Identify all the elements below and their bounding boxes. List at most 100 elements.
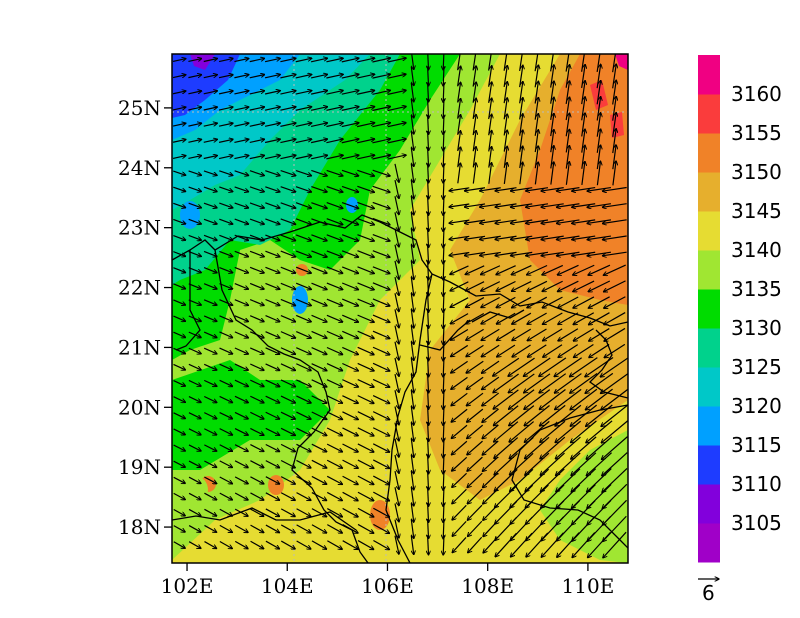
wind-vector <box>234 218 249 224</box>
wind-vector <box>450 265 469 275</box>
wind-vector <box>573 296 595 308</box>
wind-vector <box>494 484 518 507</box>
wind-vector <box>428 260 429 280</box>
wind-vector <box>357 217 374 225</box>
wind-vector <box>428 163 429 183</box>
wind-vector <box>543 328 563 341</box>
wind-vector <box>394 503 399 521</box>
wind-vector <box>173 476 186 483</box>
wind-vector <box>203 123 218 127</box>
wind-vector <box>280 107 296 111</box>
wind-vector <box>450 281 469 291</box>
wind-vector <box>203 107 218 111</box>
wind-vector <box>394 276 399 295</box>
wind-vector <box>341 185 359 192</box>
wind-vector <box>249 91 265 95</box>
contour-3160 <box>615 54 628 70</box>
wind-vector <box>219 283 232 289</box>
wind-vector <box>172 75 186 79</box>
wind-vector <box>452 520 467 536</box>
wind-vector <box>218 155 233 160</box>
wind-vector <box>280 202 296 208</box>
wind-vector <box>602 219 627 224</box>
wind-vector <box>410 389 414 409</box>
wind-vector <box>428 389 429 410</box>
wind-vector <box>410 244 414 263</box>
wind-vector <box>234 540 248 548</box>
wind-vector <box>342 330 358 338</box>
wind-vector <box>527 296 548 308</box>
y-tick-label: 23N <box>118 216 161 240</box>
wind-vector <box>204 524 216 532</box>
wind-vector <box>511 296 532 307</box>
wind-vector <box>296 330 311 339</box>
wind-vector <box>234 460 248 468</box>
wind-vector <box>587 531 611 557</box>
wind-vector <box>451 408 468 422</box>
wind-vector <box>503 162 507 185</box>
wind-vector <box>341 266 358 274</box>
wind-vector <box>234 123 248 127</box>
wind-vector <box>173 267 185 273</box>
wind-vector <box>250 363 264 370</box>
wind-vector <box>443 454 444 474</box>
wind-vector <box>218 123 233 127</box>
wind-vector <box>602 186 627 192</box>
wind-vector <box>556 452 581 476</box>
wind-vector <box>249 347 264 354</box>
wind-vector <box>234 363 248 370</box>
wind-vector <box>280 331 296 338</box>
wind-vector <box>410 195 414 215</box>
wind-vector <box>173 460 186 467</box>
wind-vector <box>311 459 327 468</box>
wind-vector <box>511 265 532 275</box>
wind-vector <box>311 347 327 355</box>
wind-vector <box>295 139 312 144</box>
wind-vector <box>612 54 616 73</box>
wind-vector <box>570 404 597 426</box>
wind-vector <box>295 218 311 225</box>
wind-vector <box>451 440 468 455</box>
wind-vector <box>555 420 582 442</box>
wind-vector <box>527 264 548 274</box>
wind-vector <box>280 443 295 451</box>
wind-vector <box>188 218 202 224</box>
wind-vector <box>249 234 264 240</box>
wind-vector <box>219 347 233 354</box>
y-tick-label: 18N <box>118 515 161 539</box>
wind-vector <box>410 131 414 150</box>
wind-vector <box>326 123 343 128</box>
wind-vector <box>219 186 233 192</box>
wind-vector <box>542 280 563 291</box>
wind-vector <box>357 475 374 484</box>
wind-vector <box>467 504 483 520</box>
wind-vector <box>468 536 483 553</box>
wind-vector <box>372 443 390 452</box>
wind-vector <box>250 411 264 419</box>
wind-vector <box>372 282 390 290</box>
wind-vector <box>250 427 264 435</box>
wind-vector <box>428 147 429 167</box>
wind-vector <box>524 389 551 410</box>
wind-vector <box>296 540 311 549</box>
wind-vector <box>342 314 358 322</box>
wind-vector <box>234 411 248 419</box>
y-tick-label: 24N <box>118 156 161 180</box>
contour-3110 <box>172 54 240 118</box>
wind-vector <box>188 299 202 305</box>
wind-vector <box>234 250 249 256</box>
wind-vector <box>357 346 375 354</box>
wind-vector <box>188 492 201 499</box>
blue-patch <box>180 201 200 229</box>
wind-vector <box>410 212 414 231</box>
wind-vector <box>342 427 358 436</box>
wind-vector <box>342 411 358 420</box>
wind-vector <box>219 524 233 532</box>
wind-vector <box>280 282 296 289</box>
wind-vector <box>219 508 233 516</box>
wind-vector <box>410 422 414 441</box>
wind-vector <box>234 524 248 532</box>
wind-vector <box>540 420 566 442</box>
wind-vector <box>341 107 359 111</box>
wind-vector <box>173 396 186 403</box>
